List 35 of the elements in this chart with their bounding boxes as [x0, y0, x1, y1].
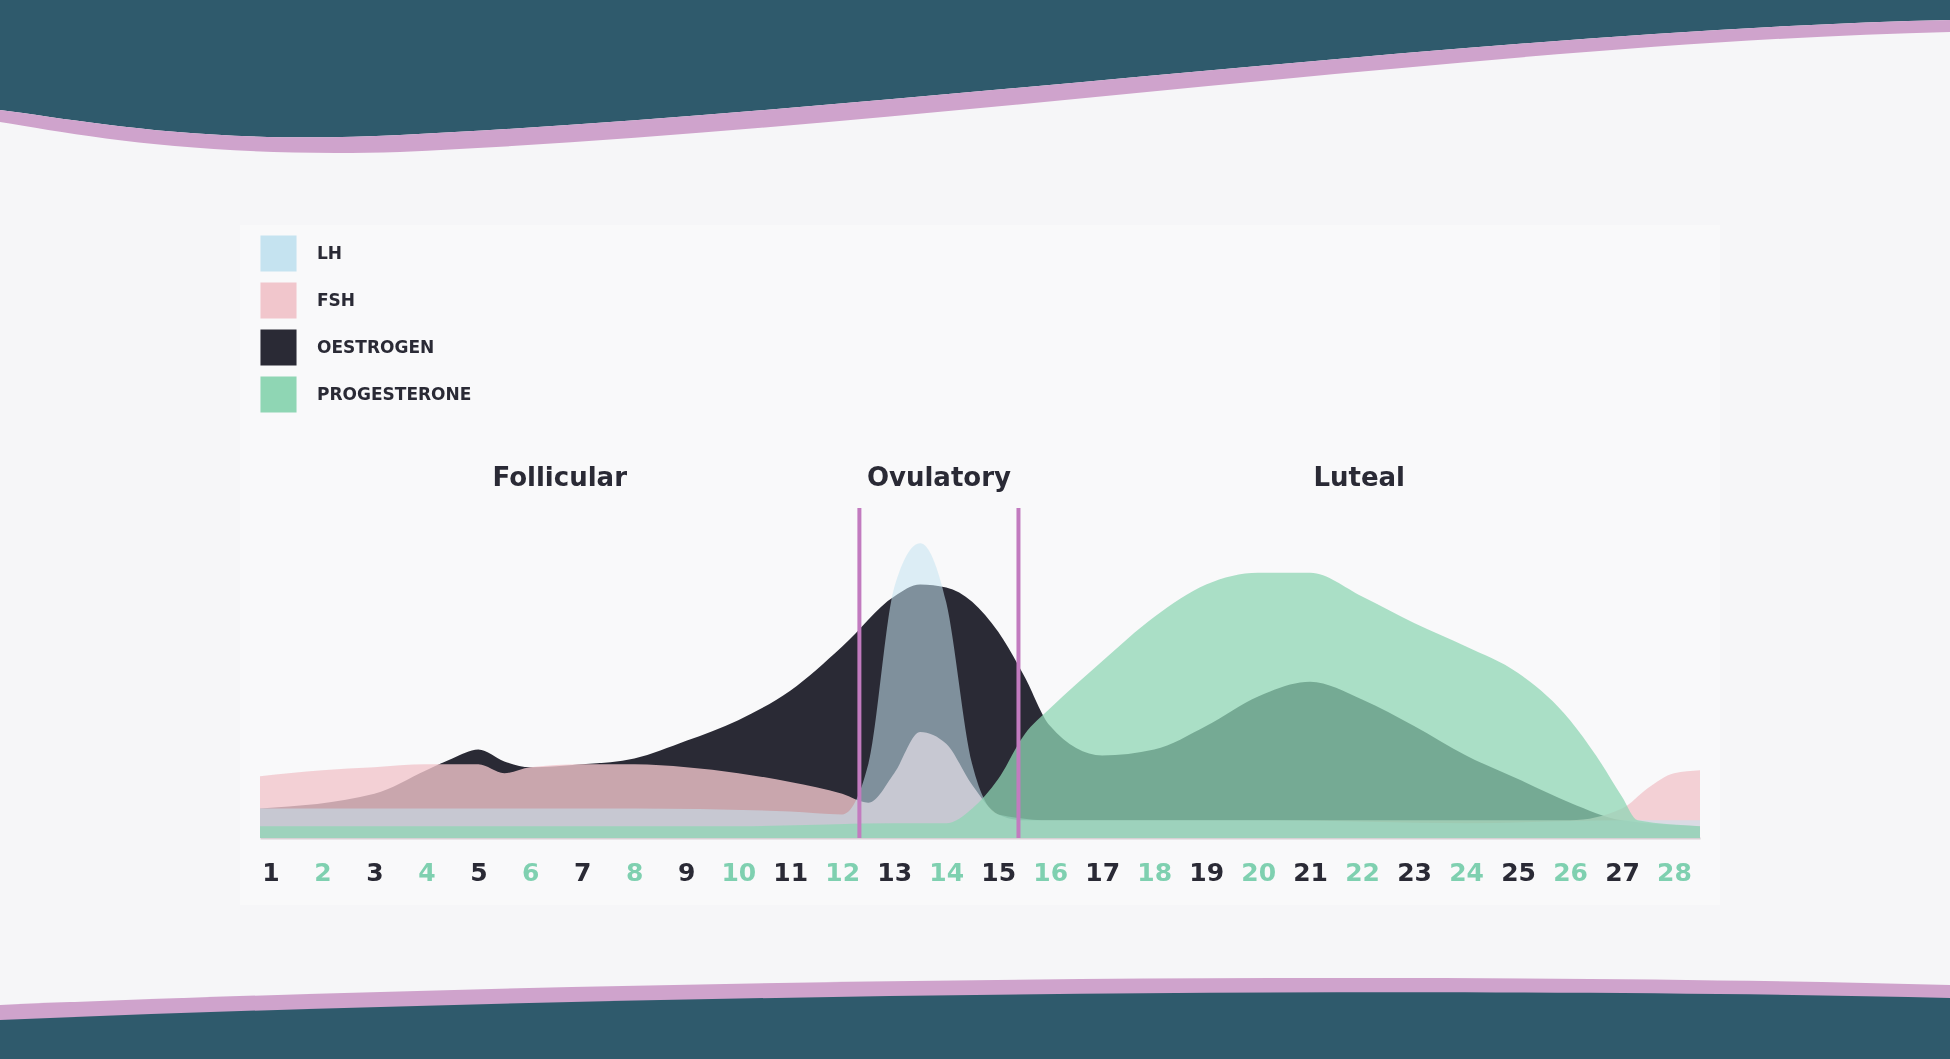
text: Luteal [1313, 462, 1406, 493]
x-tick-label: 27 [1605, 857, 1640, 887]
x-tick-label: 14 [929, 857, 965, 887]
x-tick-label: 7 [574, 857, 592, 887]
x-tick-label: 19 [1189, 857, 1225, 887]
x-tick-label: 3 [366, 857, 384, 887]
x-tick-label: 28 [1657, 857, 1692, 887]
x-tick-label: 5 [470, 857, 488, 887]
x-tick-label: 25 [1501, 857, 1536, 887]
x-tick-label: 10 [721, 857, 757, 887]
x-tick-label: 23 [1397, 857, 1432, 887]
x-tick-label: 18 [1137, 857, 1173, 887]
x-tick-label: 26 [1553, 857, 1588, 887]
x-tick-label: 2 [314, 857, 332, 887]
x-tick-label: 8 [626, 857, 644, 887]
x-tick-label: 4 [418, 857, 436, 887]
x-tick-label: 21 [1293, 857, 1329, 887]
legend-label: PROGESTERONE [317, 383, 472, 404]
x-tick-label: 11 [773, 857, 809, 887]
legend-label: FSH [317, 289, 356, 310]
x-tick-label: 12 [825, 857, 861, 887]
text: Ovulatory [866, 462, 1012, 493]
legend-label: LH [317, 242, 343, 263]
x-tick-label: 17 [1085, 857, 1121, 887]
x-tick-label: 13 [877, 857, 913, 887]
x-tick-label: 22 [1345, 857, 1380, 887]
x-tick-label: 6 [522, 857, 540, 887]
x-tick-label: 24 [1449, 857, 1484, 887]
legend-label: OESTROGEN [317, 336, 435, 357]
text: Follicular [492, 462, 628, 493]
x-tick-label: 20 [1241, 857, 1277, 887]
x-tick-label: 9 [678, 857, 696, 887]
x-tick-label: 1 [262, 857, 280, 887]
x-tick-label: 15 [981, 857, 1017, 887]
x-tick-label: 16 [1033, 857, 1069, 887]
